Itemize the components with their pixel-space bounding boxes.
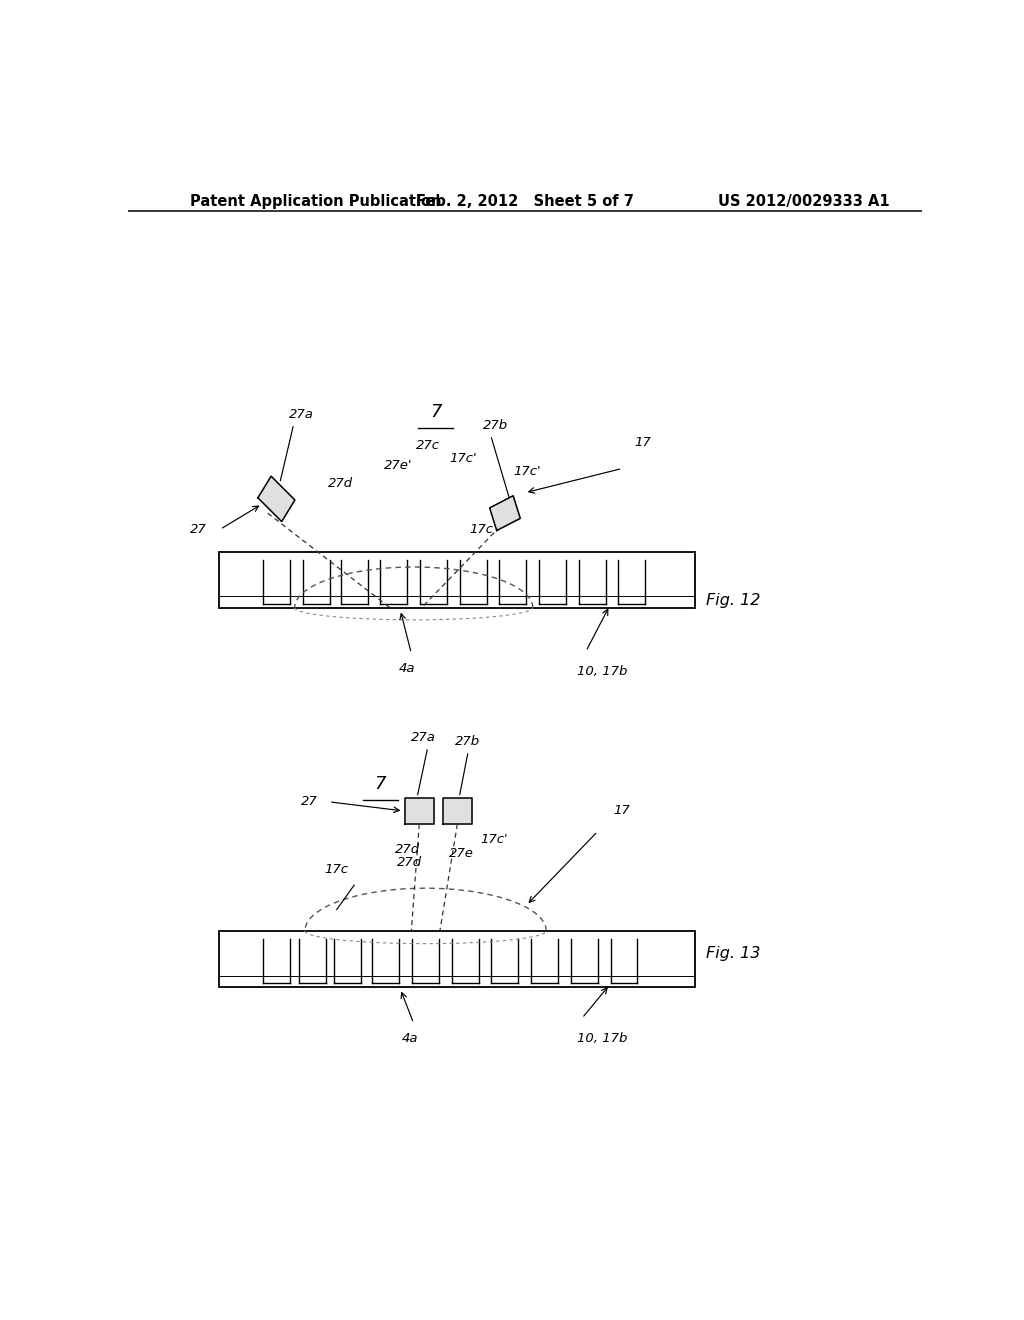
- Text: 27a: 27a: [411, 731, 435, 744]
- Text: 10, 17b: 10, 17b: [577, 1032, 627, 1045]
- Text: 17: 17: [613, 804, 630, 817]
- Bar: [219, 931, 695, 987]
- Text: 17c': 17c': [481, 833, 509, 846]
- Text: 27e': 27e': [384, 459, 412, 471]
- Text: Feb. 2, 2012   Sheet 5 of 7: Feb. 2, 2012 Sheet 5 of 7: [416, 194, 634, 209]
- Text: Fig. 12: Fig. 12: [706, 593, 760, 609]
- Text: 27d: 27d: [328, 477, 353, 490]
- Text: 17c: 17c: [325, 863, 349, 876]
- Text: 27d: 27d: [397, 857, 422, 870]
- Text: 7: 7: [430, 403, 441, 421]
- Text: 27e: 27e: [449, 847, 474, 861]
- Text: 27b: 27b: [483, 420, 508, 432]
- Text: Fig. 13: Fig. 13: [706, 945, 760, 961]
- Polygon shape: [489, 496, 520, 531]
- Text: 27: 27: [301, 795, 317, 808]
- Polygon shape: [443, 797, 472, 824]
- Text: 17c': 17c': [513, 465, 541, 478]
- Text: 4a: 4a: [401, 1032, 418, 1045]
- Text: 17c: 17c: [469, 523, 494, 536]
- Text: 27b: 27b: [455, 735, 480, 748]
- Text: 27a: 27a: [289, 408, 313, 421]
- Text: 27d: 27d: [395, 843, 420, 857]
- Text: 27: 27: [189, 523, 206, 536]
- Text: 27c: 27c: [416, 438, 440, 451]
- Text: 17c': 17c': [450, 451, 477, 465]
- Polygon shape: [404, 797, 433, 824]
- Bar: [219, 552, 695, 607]
- Text: 10, 17b: 10, 17b: [577, 665, 627, 678]
- Text: 7: 7: [375, 775, 386, 792]
- Text: 4a: 4a: [399, 663, 416, 675]
- Text: Patent Application Publication: Patent Application Publication: [189, 194, 441, 209]
- Text: 17: 17: [634, 437, 650, 450]
- Text: US 2012/0029333 A1: US 2012/0029333 A1: [718, 194, 890, 209]
- Polygon shape: [258, 477, 295, 521]
